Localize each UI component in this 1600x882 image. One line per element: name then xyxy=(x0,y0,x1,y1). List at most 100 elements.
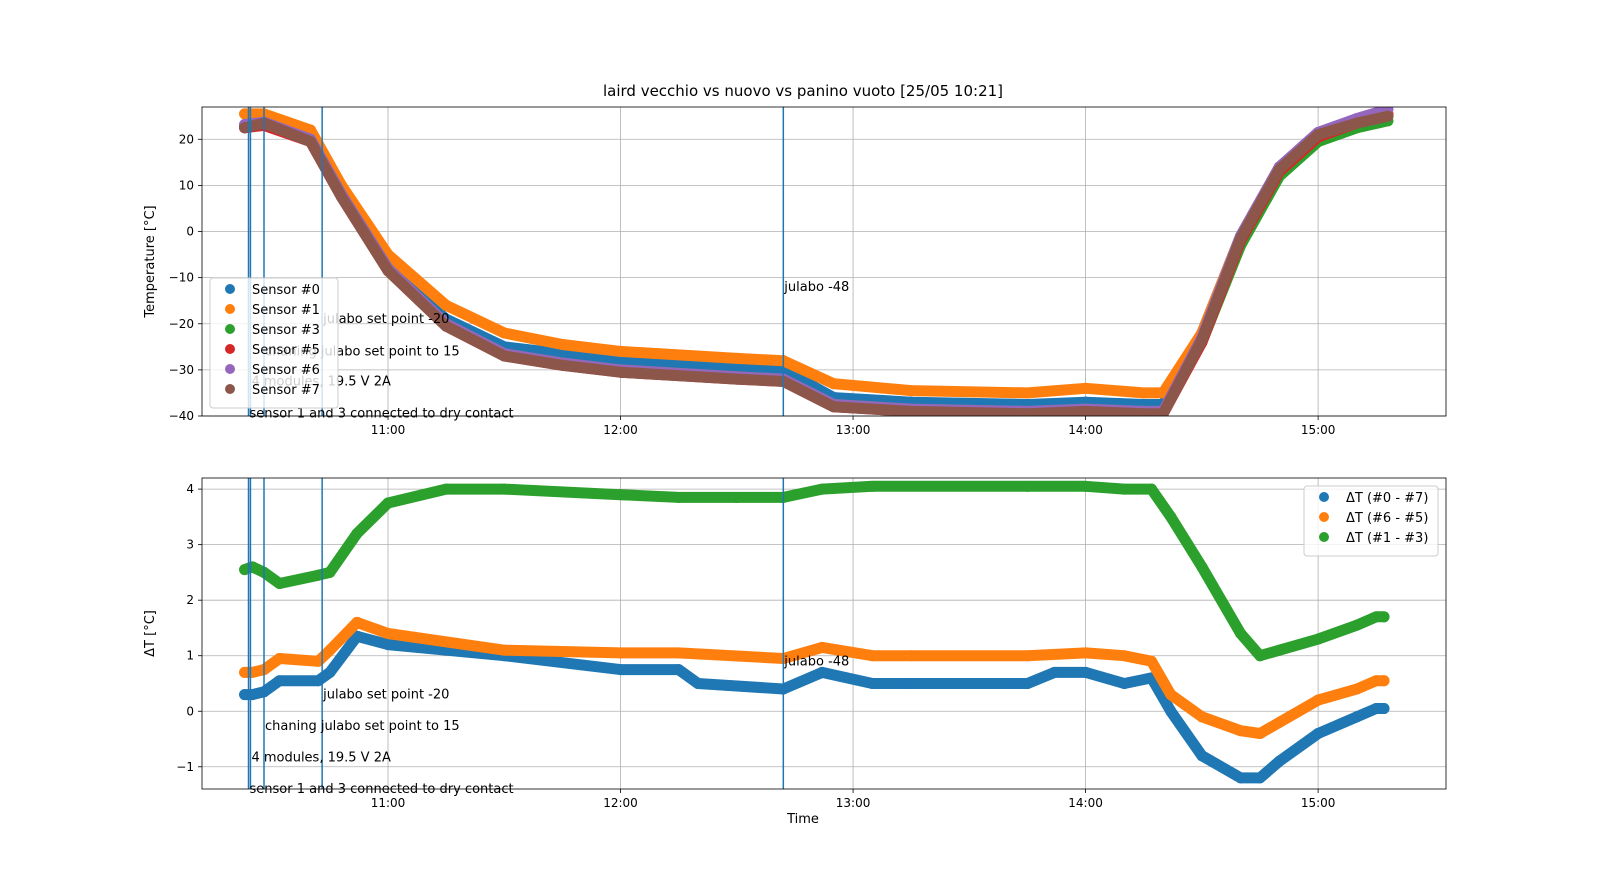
data-point xyxy=(1273,755,1285,767)
data-point xyxy=(673,664,685,676)
temperature-axes: 11:00 12:00 13:00 14:00 15:00 20 10 0 −10 −20 −30 −… xyxy=(143,106,1447,437)
data-point xyxy=(615,647,627,659)
y-axis-label: ΔT [°C] xyxy=(143,610,158,657)
legend-label: Sensor #6 xyxy=(252,363,320,378)
legend-marker xyxy=(1319,492,1329,502)
data-point xyxy=(866,677,878,689)
data-point xyxy=(312,569,324,581)
data-point xyxy=(1235,232,1247,244)
data-point xyxy=(1138,408,1150,416)
data-point xyxy=(274,578,286,590)
data-point xyxy=(274,675,286,687)
data-point xyxy=(239,666,251,678)
data-point xyxy=(828,401,840,413)
data-point xyxy=(382,265,394,277)
data-point xyxy=(1370,611,1382,623)
legend-label: ΔT (#1 - #3) xyxy=(1346,531,1428,546)
x-tick-label: 11:00 xyxy=(371,796,406,810)
legend-marker xyxy=(225,344,235,354)
data-point xyxy=(615,366,627,378)
data-point xyxy=(246,666,258,678)
data-point xyxy=(1351,619,1363,631)
legend-label: Sensor #7 xyxy=(252,383,320,398)
data-point xyxy=(1196,334,1208,346)
legend-marker xyxy=(1319,532,1329,542)
data-point xyxy=(440,320,452,332)
data-point xyxy=(866,480,878,492)
data-point xyxy=(1118,677,1130,689)
legend-label: Sensor #5 xyxy=(252,343,320,358)
data-point xyxy=(440,483,452,495)
data-point xyxy=(1378,702,1390,714)
data-point xyxy=(324,666,336,678)
data-point xyxy=(1080,382,1092,394)
data-point xyxy=(866,650,878,662)
data-point xyxy=(1021,480,1033,492)
data-point xyxy=(1118,650,1130,662)
x-tick-label: 14:00 xyxy=(1068,796,1103,810)
x-tick-label: 12:00 xyxy=(603,423,638,437)
data-point xyxy=(1235,725,1247,737)
data-point xyxy=(905,405,917,416)
legend-label: Sensor #1 xyxy=(252,303,320,318)
data-point xyxy=(1021,387,1033,399)
data-point xyxy=(673,491,685,503)
data-point xyxy=(1382,110,1394,122)
y-tick-label: 20 xyxy=(179,132,194,146)
data-point xyxy=(1021,677,1033,689)
data-point xyxy=(905,677,917,689)
data-point xyxy=(246,689,258,701)
data-point xyxy=(1080,647,1092,659)
x-tick-label: 15:00 xyxy=(1301,423,1336,437)
data-point xyxy=(828,378,840,390)
plot-area xyxy=(239,107,1394,416)
y-tick-label: 3 xyxy=(186,538,194,552)
legend-marker xyxy=(225,324,235,334)
data-point xyxy=(556,359,568,371)
data-point xyxy=(1378,611,1390,623)
data-point xyxy=(1196,711,1208,723)
data-point xyxy=(1080,480,1092,492)
legend-marker xyxy=(225,364,235,374)
data-point xyxy=(1196,750,1208,762)
data-point xyxy=(498,350,510,362)
data-point xyxy=(556,339,568,351)
data-point xyxy=(615,664,627,676)
data-point xyxy=(1118,483,1130,495)
data-point xyxy=(905,385,917,397)
data-point xyxy=(556,348,568,360)
y-axis-label: Temperature [°C] xyxy=(143,205,158,318)
x-tick-label: 13:00 xyxy=(836,423,871,437)
annotation: julabo -48 xyxy=(783,280,849,295)
data-point xyxy=(351,528,363,540)
data-point xyxy=(1021,408,1033,416)
series-trace xyxy=(239,616,1390,739)
data-point xyxy=(1254,650,1266,662)
data-point xyxy=(1254,772,1266,784)
data-point xyxy=(274,652,286,664)
data-point xyxy=(312,655,324,667)
data-point xyxy=(498,327,510,339)
data-point xyxy=(312,675,324,687)
data-point xyxy=(1273,163,1285,175)
y-tick-label: 0 xyxy=(186,704,194,718)
annotation: julabo -48 xyxy=(783,654,849,669)
data-point xyxy=(615,355,627,367)
legend-marker xyxy=(225,384,235,394)
legend-label: ΔT (#0 - #7) xyxy=(1346,491,1428,506)
x-tick-label: 13:00 xyxy=(836,796,871,810)
data-point xyxy=(1145,655,1157,667)
annotation: chaning julabo set point to 15 xyxy=(265,719,460,734)
data-point xyxy=(1196,561,1208,573)
data-point xyxy=(1165,705,1177,717)
figure-title: laird vecchio vs nuovo vs panino vuoto [… xyxy=(603,82,1003,100)
data-point xyxy=(1370,675,1382,687)
legend-frame xyxy=(1303,485,1439,557)
data-point xyxy=(1351,711,1363,723)
y-tick-label: −1 xyxy=(176,760,194,774)
data-point xyxy=(324,644,336,656)
delta-t-axes: 11:00 12:00 13:00 14:00 15:00 4 3 2 1 0 −1 julabo -… xyxy=(143,477,1447,810)
data-point xyxy=(1351,683,1363,695)
legend-marker xyxy=(225,284,235,294)
